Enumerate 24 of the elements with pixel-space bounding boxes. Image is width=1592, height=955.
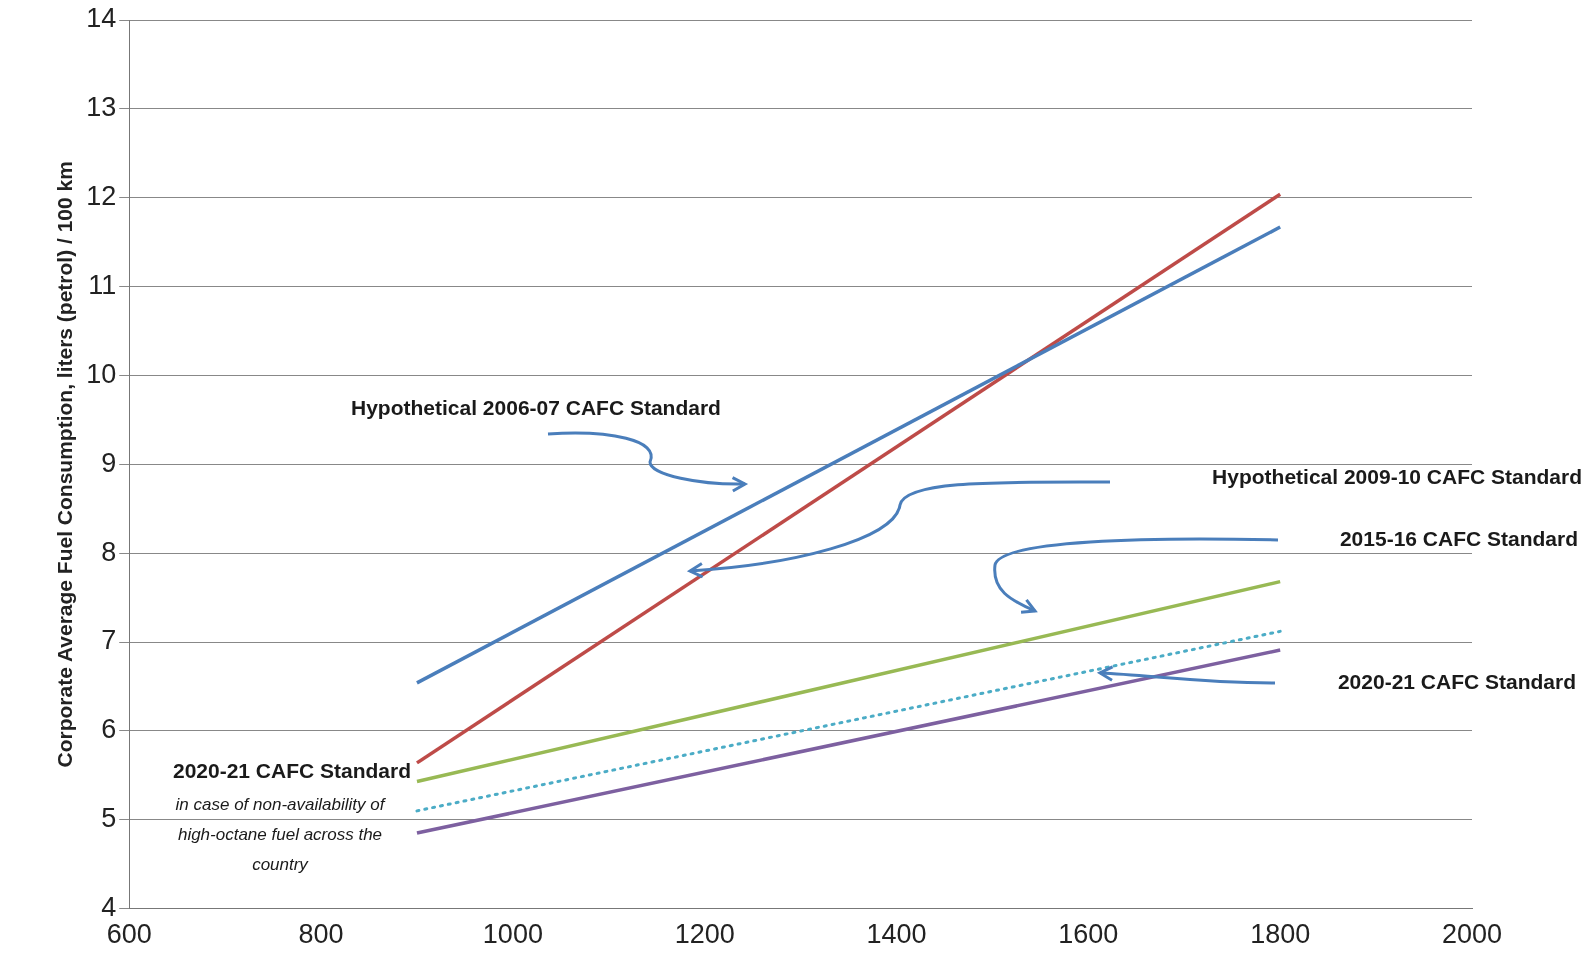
- x-tick-label: 1200: [674, 919, 735, 950]
- annotation: 2015-16 CAFC Standard: [1339, 526, 1578, 550]
- y-tick-label: 14: [86, 3, 117, 34]
- y-tick-label: 9: [101, 447, 117, 478]
- annotation: 2020-21 CAFC Standard: [172, 758, 412, 782]
- x-tick-label: 800: [298, 919, 344, 950]
- y-tick-label: 13: [86, 92, 117, 123]
- annotation: Hypothetical 2009-10 CAFC Standard: [1212, 464, 1582, 488]
- x-tick-label: 1800: [1250, 919, 1311, 950]
- x-tick-label: 1000: [482, 919, 543, 950]
- y-axis-title: Corporate Average Fuel Consumption, liters (petrol) / 100 km: [53, 161, 77, 768]
- annotation: Hypothetical 2006-07 CAFC Standard: [351, 395, 721, 419]
- y-tick-label: 5: [101, 803, 117, 834]
- y-tick-label: 10: [86, 358, 117, 389]
- x-tick-label: 1600: [1058, 919, 1119, 950]
- y-tick-label: 6: [101, 714, 117, 745]
- y-tick-label: 7: [101, 625, 117, 656]
- x-tick-label: 1400: [866, 919, 927, 950]
- y-tick-label: 12: [86, 181, 117, 212]
- y-tick-label: 8: [101, 536, 117, 567]
- x-tick-label: 2000: [1441, 919, 1503, 950]
- annotation: 2020-21 CAFC Standard: [1337, 669, 1576, 693]
- y-tick-label: 11: [88, 270, 117, 301]
- annotation: in case of non-availability of high-octane fuel across the country: [175, 794, 387, 874]
